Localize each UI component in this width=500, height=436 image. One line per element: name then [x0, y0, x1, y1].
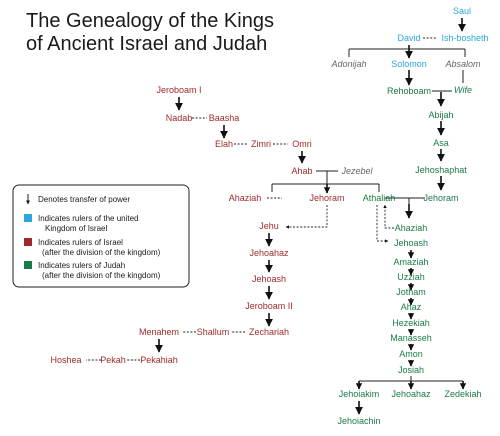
king-pekah: Pekah — [100, 355, 126, 365]
king-abijah-judah: Abijah — [428, 110, 453, 120]
king-jehoiachin: Jehoiachin — [337, 416, 380, 426]
king-jeroboam-ii: Jeroboam II — [245, 301, 293, 311]
legend-judah-line-2: (after the division of the kingdom) — [42, 271, 161, 280]
legend-box — [12, 184, 190, 288]
king-zechariah: Zechariah — [249, 327, 289, 337]
king-jehoash-judah: Jehoash — [394, 238, 428, 248]
king-jehoshaphat-judah: Jehoshaphat — [415, 165, 467, 175]
king-elah: Elah — [215, 139, 233, 149]
person-absalom: Absalom — [444, 59, 481, 69]
legend-united-line-2: Kingdom of Israel — [45, 224, 107, 233]
legend-judah-line-1: Indicates rulers of Judah — [38, 261, 125, 270]
link-athaliah-jehoash — [376, 205, 389, 243]
king-hezekiah: Hezekiah — [392, 318, 430, 328]
king-jeroboam-i: Jeroboam I — [156, 85, 201, 95]
king-asa-judah: Asa — [433, 138, 449, 148]
king-ishbosheth: Ish-bosheth — [441, 33, 488, 43]
king-hoshea: Hoshea — [50, 355, 81, 365]
title-line-1: The Genealogy of the Kings — [26, 10, 274, 32]
king-jehoahaz-israel: Jehoahaz — [249, 248, 289, 258]
king-zedekiah: Zedekiah — [444, 389, 481, 399]
king-david: David — [397, 33, 420, 43]
king-manasseh: Manasseh — [390, 333, 432, 343]
king-amaziah: Amaziah — [393, 257, 428, 267]
link-ahaziah-athaliah — [383, 204, 394, 229]
king-solomon: Solomon — [391, 59, 427, 69]
king-jehoiakim: Jehoiakim — [339, 389, 380, 399]
legend-swatch-judah — [24, 261, 32, 269]
king-shallum: Shallum — [197, 327, 230, 337]
king-menahem: Menahem — [139, 327, 179, 337]
legend-swatch-united — [24, 214, 32, 222]
king-josiah: Josiah — [398, 365, 424, 375]
legend-united-line-1: Indicates rulers of the united — [38, 214, 139, 223]
king-jehoram-judah: Jehoram — [423, 193, 458, 203]
king-saul: Saul — [453, 6, 471, 16]
king-nadab: Nadab — [166, 113, 193, 123]
king-rehoboam-judah: Rehoboam — [387, 86, 431, 96]
link-jehoram-jehu — [285, 205, 328, 229]
king-zimri: Zimri — [251, 139, 271, 149]
king-omri: Omri — [292, 139, 312, 149]
king-baasha: Baasha — [209, 113, 240, 123]
queen-athaliah-judah: Athaliah — [363, 193, 396, 203]
king-pekahiah: Pekahiah — [140, 355, 178, 365]
legend-swatch-israel — [24, 238, 32, 246]
king-jehoahaz-judah: Jehoahaz — [391, 389, 431, 399]
king-jehoash-israel: Jehoash — [252, 274, 286, 284]
title-line-2: of Ancient Israel and Judah — [26, 33, 267, 55]
king-jehu: Jehu — [259, 221, 279, 231]
person-wife: Wife — [454, 85, 472, 95]
legend-israel-line-2: (after the division of the kingdom) — [42, 248, 161, 257]
legend-transfer-label: Denotes transfer of power — [38, 195, 130, 204]
king-ahaz: Ahaz — [401, 302, 422, 312]
king-uzziah: Uzziah — [397, 272, 425, 282]
king-ahaziah-judah: Ahaziah — [395, 223, 428, 233]
person-jezebel: Jezebel — [340, 166, 373, 176]
person-adonijah: Adonijah — [330, 59, 366, 69]
king-ahab: Ahab — [291, 166, 312, 176]
king-jehoram-israel: Jehoram — [309, 193, 344, 203]
king-ahaziah-israel: Ahaziah — [229, 193, 262, 203]
king-amon: Amon — [399, 349, 423, 359]
legend-israel-line-1: Indicates rulers of Israel — [38, 238, 123, 247]
king-jotham: Jotham — [396, 287, 426, 297]
